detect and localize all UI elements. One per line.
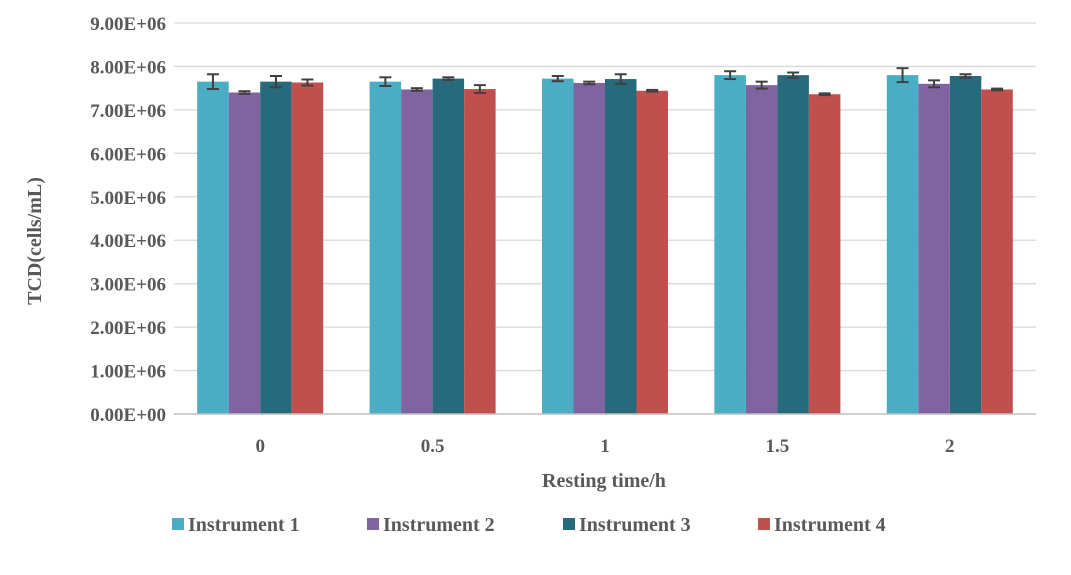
- y-tick-label: 1.00E+06: [90, 362, 166, 383]
- bar: [260, 81, 292, 415]
- x-tick-label: 1.5: [766, 436, 790, 457]
- x-tick-label: 2: [945, 436, 955, 457]
- legend: Instrument 1 Instrument 2 Instrument 3 Inst…: [172, 514, 886, 536]
- bar: [605, 79, 637, 414]
- bar: [401, 89, 433, 414]
- y-axis-title: TCD(cells/mL): [24, 177, 46, 305]
- bar: [228, 92, 261, 414]
- bar: [542, 78, 574, 414]
- bar: [369, 81, 402, 415]
- y-tick-label: 2.00E+06: [90, 318, 166, 339]
- y-tick-label: 7.00E+06: [90, 101, 166, 122]
- error-bars: [206, 67, 1004, 97]
- bar: [949, 76, 982, 414]
- bar: [981, 89, 1013, 414]
- bar: [886, 75, 919, 414]
- x-tick-labels: 0 0.5 1 1.5 2: [255, 436, 954, 457]
- y-tick-label: 6.00E+06: [90, 144, 166, 165]
- legend-label: Instrument 2: [383, 514, 495, 536]
- bar: [573, 82, 605, 414]
- bar: [918, 83, 950, 415]
- y-tick-label: 8.00E+06: [90, 57, 166, 78]
- bar: [197, 81, 229, 415]
- x-tick-label: 0.5: [421, 436, 445, 457]
- bar: [745, 85, 778, 415]
- legend-swatch: [563, 518, 575, 530]
- legend-label: Instrument 4: [774, 514, 886, 536]
- bar: [714, 75, 746, 414]
- bar: [432, 78, 465, 414]
- x-tick-label: 1: [600, 436, 610, 457]
- bar: [808, 94, 841, 414]
- bar: [464, 89, 496, 414]
- bar: [777, 75, 809, 414]
- bar: [291, 82, 324, 414]
- bar: [636, 90, 668, 415]
- legend-label: Instrument 3: [579, 514, 691, 536]
- y-tick-label: 5.00E+06: [90, 188, 166, 209]
- x-tick-label: 0: [255, 436, 265, 457]
- legend-swatch: [172, 518, 184, 530]
- y-tick-label: 9.00E+06: [90, 14, 166, 35]
- legend-swatch: [367, 518, 379, 530]
- bars: [197, 75, 1013, 415]
- y-tick-label: 3.00E+06: [90, 275, 166, 296]
- x-axis-title: Resting time/h: [542, 470, 666, 492]
- y-tick-label: 4.00E+06: [90, 231, 166, 252]
- legend-swatch: [758, 518, 770, 530]
- y-tick-label: 0.00E+00: [90, 405, 166, 426]
- legend-label: Instrument 1: [188, 514, 300, 536]
- y-tick-labels: 0.00E+00 1.00E+06 2.00E+06 3.00E+06 4.00E+06…: [90, 14, 166, 426]
